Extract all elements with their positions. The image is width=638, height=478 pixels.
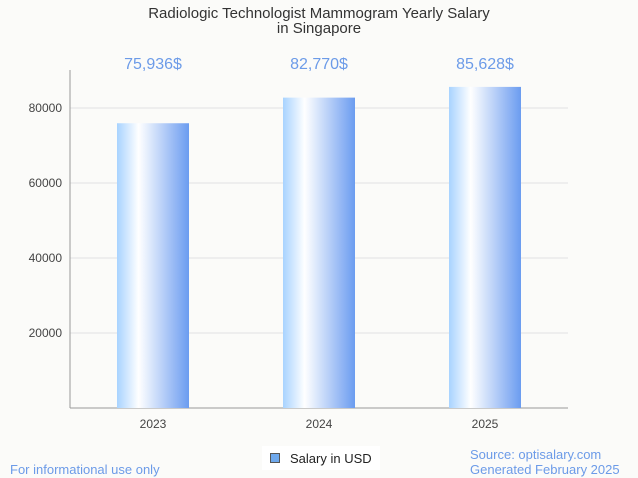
x-tick-label: 2024 bbox=[306, 417, 333, 431]
source-link[interactable]: Source: optisalary.com bbox=[470, 447, 602, 462]
data-label: 82,770$ bbox=[290, 56, 348, 73]
data-label: 85,628$ bbox=[456, 56, 514, 73]
data-label: 75,936$ bbox=[124, 56, 182, 73]
x-tick-label: 2023 bbox=[140, 417, 167, 431]
y-tick-label: 80000 bbox=[29, 101, 63, 115]
chart-title-line1: Radiologic Technologist Mammogram Yearly… bbox=[148, 5, 490, 22]
bar-2024 bbox=[283, 97, 355, 409]
y-tick-label: 20000 bbox=[29, 326, 63, 340]
legend-label: Salary in USD bbox=[290, 450, 372, 466]
bar-2023 bbox=[117, 123, 189, 409]
generated-date: Generated February 2025 bbox=[470, 462, 620, 477]
bar-2025 bbox=[449, 86, 521, 409]
chart-title-line2: in Singapore bbox=[276, 20, 362, 37]
legend: Salary in USD bbox=[262, 446, 380, 470]
disclaimer-text: For informational use only bbox=[10, 462, 160, 477]
x-tick-label: 2025 bbox=[472, 417, 499, 431]
legend-swatch bbox=[270, 453, 280, 463]
y-tick-label: 60000 bbox=[29, 176, 63, 190]
y-tick-label: 40000 bbox=[29, 251, 63, 265]
